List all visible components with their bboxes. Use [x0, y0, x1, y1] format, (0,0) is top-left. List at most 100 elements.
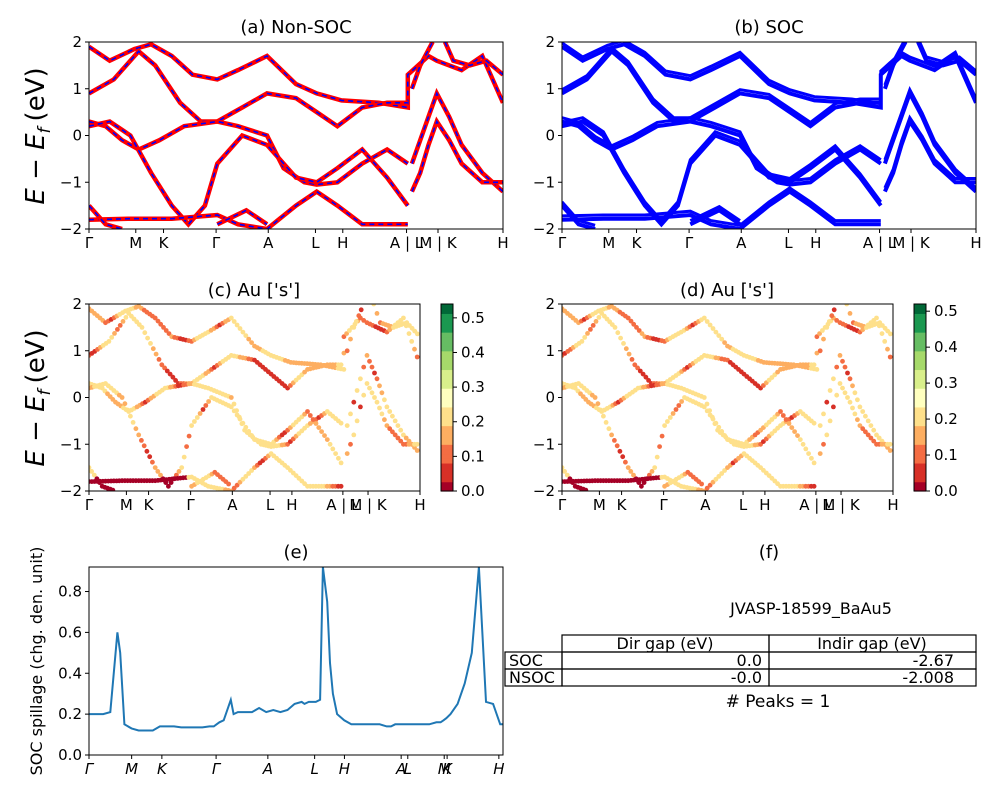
projected-band-point — [874, 315, 879, 321]
projected-band-point — [847, 311, 853, 316]
projected-band-point — [237, 326, 243, 331]
nonsoc-band-dash — [444, 42, 503, 76]
projected-band-point — [333, 451, 338, 456]
projected-band-point — [817, 348, 823, 354]
panel-c-yticks: −2 −1 0 1 2 — [60, 295, 89, 500]
projected-band-point — [789, 425, 795, 430]
colorbar-segment — [441, 360, 453, 366]
colorbar-segment — [914, 308, 926, 314]
projected-band-point — [871, 427, 877, 433]
projected-band-point — [164, 368, 170, 374]
ylabel-row1: E − Ef (eV) — [21, 67, 55, 204]
colorbar-segment — [441, 467, 453, 473]
projected-band-point — [173, 378, 179, 383]
colorbar-segment — [441, 462, 453, 469]
colorbar-segment — [441, 318, 453, 324]
projected-band-point — [246, 429, 252, 434]
colorbar-tick-label: 0.4 — [461, 343, 485, 361]
xtick-label: M — [129, 234, 142, 252]
xtick-label: Γ — [659, 496, 668, 514]
ytick-label: 1 — [72, 80, 82, 98]
projected-band-point — [377, 405, 382, 411]
colorbar-segment — [914, 444, 926, 450]
projected-band-point — [144, 448, 150, 454]
colorbar-segment — [914, 355, 926, 361]
panel-f-peaks: # Peaks = 1 — [726, 692, 831, 712]
projected-band-point — [344, 451, 350, 456]
projected-band-point — [887, 441, 893, 447]
projected-band-point — [166, 331, 172, 336]
projected-band-point — [153, 351, 159, 357]
projected-band-point — [824, 325, 830, 330]
projected-band-point — [850, 405, 855, 411]
projected-band-point — [348, 336, 353, 342]
xtick-label: K — [157, 760, 168, 778]
colorbar-segment — [914, 453, 926, 459]
projected-band-point — [351, 399, 357, 405]
projected-band-point — [341, 367, 347, 372]
projected-band-point — [628, 318, 634, 324]
projected-band-point — [640, 371, 646, 377]
colorbar-segment — [914, 350, 926, 357]
table-header-indir: Indir gap (eV) — [817, 634, 927, 653]
xtick-label: M | K — [822, 496, 861, 514]
projected-band-point — [130, 420, 136, 425]
xtick-label: Γ — [85, 234, 94, 252]
projected-band-point — [617, 448, 623, 454]
colorbar-segment — [441, 444, 453, 450]
soc-band-line — [883, 42, 906, 86]
panel-a-plot-area — [89, 42, 503, 229]
ytick-label: 2 — [72, 33, 82, 51]
projected-band-point — [722, 340, 727, 345]
panel-e-plot-area — [89, 567, 503, 732]
ytick-label: 0.0 — [58, 746, 82, 764]
xtick-label: H — [887, 496, 898, 514]
projected-band-point — [601, 413, 606, 419]
projected-band-point — [646, 378, 651, 383]
xtick-label: M | K — [349, 496, 388, 514]
projected-band-point — [133, 426, 139, 432]
panel-a-title: (a) Non-SOC — [240, 17, 351, 38]
colorbar-tick-label: 0.0 — [934, 482, 958, 500]
projected-band-point — [592, 395, 598, 400]
projected-band-point — [231, 485, 237, 491]
projected-band-point — [231, 408, 237, 414]
colorbar-segment — [441, 411, 453, 417]
projected-band-point — [361, 392, 367, 398]
xtick-label: M — [120, 496, 133, 514]
soc-band-line — [916, 42, 976, 77]
colorbar-segment — [914, 425, 926, 431]
projected-band-point — [91, 472, 97, 478]
projected-band-point — [679, 399, 684, 404]
colorbar-segment — [441, 425, 453, 431]
colorbar-segment — [914, 360, 926, 366]
projected-band-point — [414, 441, 420, 447]
colorbar-tick-label: 0.5 — [461, 309, 485, 327]
colorbar-segment — [914, 411, 926, 417]
projected-band-point — [117, 323, 123, 328]
projected-band-point — [358, 404, 363, 410]
projected-band-point — [817, 451, 823, 456]
projected-band-point — [197, 411, 203, 416]
colorbar-segment — [914, 439, 926, 445]
projected-band-point — [338, 460, 344, 466]
xtick-label: M — [125, 760, 138, 778]
ytick-label: −2 — [60, 220, 82, 238]
projected-band-point — [341, 334, 347, 340]
projected-band-point — [871, 438, 877, 444]
ytick-label: 0 — [545, 127, 555, 145]
projected-band-point — [850, 383, 855, 389]
projected-band-point — [612, 325, 618, 330]
colorbar-frame — [913, 303, 927, 492]
projected-band-point — [243, 424, 249, 430]
projected-band-point — [163, 328, 169, 333]
projected-band-point — [374, 399, 380, 405]
projected-band-point — [150, 346, 156, 352]
projected-band-point — [625, 465, 631, 470]
projected-band-point — [374, 376, 380, 382]
projected-band-point — [382, 417, 387, 423]
projected-band-point — [161, 325, 166, 330]
